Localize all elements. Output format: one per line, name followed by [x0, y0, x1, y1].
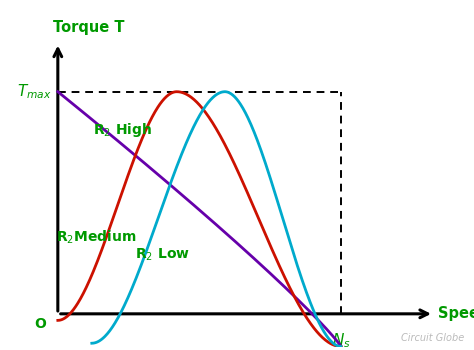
Text: $T_{max}$: $T_{max}$ — [17, 82, 51, 101]
Text: Torque T: Torque T — [54, 20, 125, 35]
Text: R$_2$Medium: R$_2$Medium — [55, 229, 136, 246]
Text: Speed N: Speed N — [438, 306, 474, 321]
Text: Circuit Globe: Circuit Globe — [401, 333, 465, 343]
Text: R$_2$ High: R$_2$ High — [93, 121, 153, 139]
Text: O: O — [34, 317, 46, 331]
Text: R$_2$ Low: R$_2$ Low — [135, 246, 190, 263]
Text: $N_s$: $N_s$ — [332, 332, 350, 350]
